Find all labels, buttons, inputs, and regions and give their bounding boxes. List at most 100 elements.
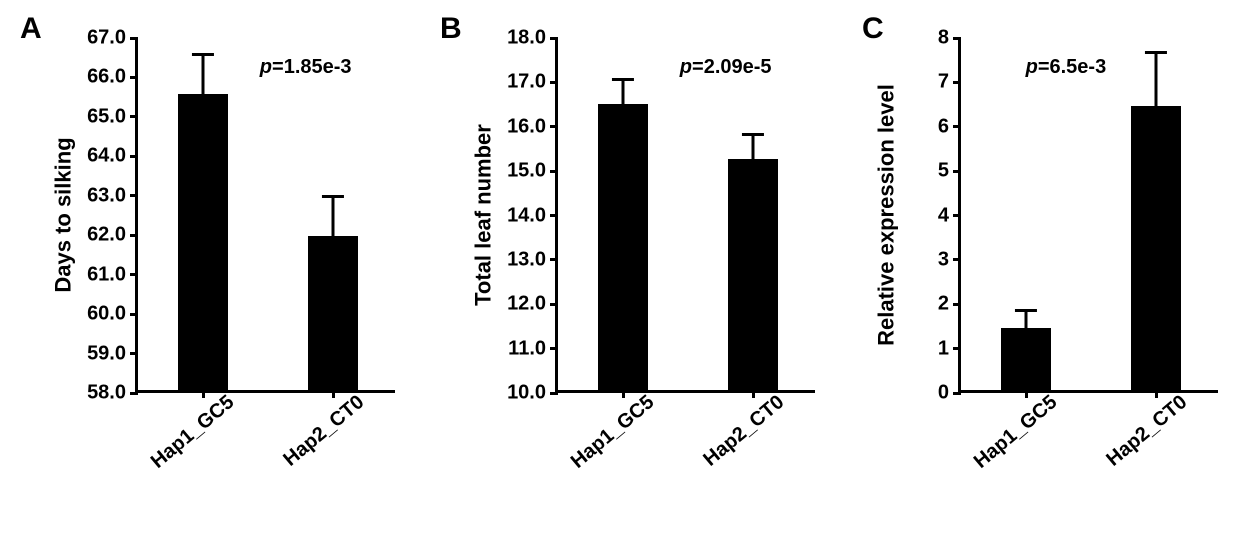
panel-label-b: B xyxy=(440,12,462,46)
ytick-label: 2 xyxy=(938,293,949,316)
bar xyxy=(178,94,227,390)
plot-area-a: 58.059.060.061.062.063.064.065.066.067.0… xyxy=(135,38,395,393)
xtick-label: Hap1_GC5 xyxy=(140,391,239,479)
errorbar-line xyxy=(621,79,624,103)
xtick xyxy=(752,390,755,398)
ytick-label: 5 xyxy=(938,160,949,183)
pvalue-annotation: p=6.5e-3 xyxy=(1026,56,1107,79)
ytick xyxy=(550,303,558,306)
ytick-label: 64.0 xyxy=(87,145,126,168)
pvalue-annotation: p=1.85e-3 xyxy=(260,56,352,79)
bar-rect xyxy=(178,94,227,390)
ytick xyxy=(550,125,558,128)
plot-area-c: 012345678Hap1_GC5Hap2_CT0 xyxy=(958,38,1218,393)
ytick xyxy=(550,37,558,40)
ylabel: Days to silking xyxy=(50,37,76,392)
ytick xyxy=(130,352,138,355)
ytick xyxy=(130,273,138,276)
ytick xyxy=(550,347,558,350)
ytick xyxy=(550,81,558,84)
ytick xyxy=(953,392,961,395)
ytick-label: 0 xyxy=(938,382,949,405)
bar-rect xyxy=(598,104,647,390)
errorbar-line xyxy=(1154,53,1157,106)
ytick-label: 10.0 xyxy=(507,382,546,405)
ytick xyxy=(130,392,138,395)
ytick xyxy=(130,155,138,158)
xtick-label: Hap1_GC5 xyxy=(560,391,659,479)
panel-label-a: A xyxy=(20,12,42,46)
ytick-label: 59.0 xyxy=(87,342,126,365)
ytick-label: 17.0 xyxy=(507,71,546,94)
bar xyxy=(1001,328,1050,390)
ytick-label: 12.0 xyxy=(507,293,546,316)
errorbar-line xyxy=(331,197,334,236)
ytick xyxy=(953,347,961,350)
ytick-label: 1 xyxy=(938,337,949,360)
ytick-label: 14.0 xyxy=(507,204,546,227)
ytick xyxy=(550,258,558,261)
ytick-label: 60.0 xyxy=(87,303,126,326)
ytick xyxy=(953,170,961,173)
xtick xyxy=(622,390,625,398)
pvalue-annotation: p=2.09e-5 xyxy=(680,56,772,79)
ytick-label: 66.0 xyxy=(87,66,126,89)
xtick xyxy=(1025,390,1028,398)
ytick-label: 63.0 xyxy=(87,184,126,207)
errorbar-line xyxy=(751,135,754,159)
ytick xyxy=(130,37,138,40)
ytick-label: 15.0 xyxy=(507,160,546,183)
ytick-label: 13.0 xyxy=(507,248,546,271)
plot-area-b: 10.011.012.013.014.015.016.017.018.0Hap1… xyxy=(555,38,815,393)
bar xyxy=(598,104,647,390)
ytick-label: 8 xyxy=(938,27,949,50)
ytick-label: 4 xyxy=(938,204,949,227)
ytick-label: 67.0 xyxy=(87,27,126,50)
ytick xyxy=(953,258,961,261)
xtick-label: Hap2_CT0 xyxy=(270,391,369,479)
bar xyxy=(308,236,357,390)
ytick xyxy=(953,37,961,40)
ytick-label: 58.0 xyxy=(87,382,126,405)
ylabel: Relative expression level xyxy=(873,37,899,392)
ytick-label: 62.0 xyxy=(87,224,126,247)
ytick-label: 3 xyxy=(938,248,949,271)
errorbar-cap xyxy=(322,195,344,198)
xtick-label: Hap2_CT0 xyxy=(1093,391,1192,479)
ytick xyxy=(130,115,138,118)
bar-rect xyxy=(728,159,777,390)
errorbar-cap xyxy=(192,53,214,56)
ytick-label: 16.0 xyxy=(507,115,546,138)
errorbar-cap xyxy=(742,133,764,136)
errorbar-line xyxy=(1024,310,1027,328)
xtick xyxy=(202,390,205,398)
errorbar-cap xyxy=(1015,309,1037,312)
ytick-label: 6 xyxy=(938,115,949,138)
ytick-label: 11.0 xyxy=(508,337,546,360)
ytick xyxy=(550,392,558,395)
bar-rect xyxy=(1001,328,1050,390)
ytick xyxy=(130,234,138,237)
ytick xyxy=(550,214,558,217)
ytick-label: 7 xyxy=(938,71,949,94)
xtick xyxy=(332,390,335,398)
xtick xyxy=(1155,390,1158,398)
ytick xyxy=(953,303,961,306)
bar xyxy=(728,159,777,390)
ytick xyxy=(953,81,961,84)
xtick-label: Hap2_CT0 xyxy=(690,391,789,479)
bar xyxy=(1131,106,1180,390)
ytick xyxy=(130,76,138,79)
errorbar-cap xyxy=(612,78,634,81)
ytick xyxy=(953,214,961,217)
ytick xyxy=(953,125,961,128)
errorbar-cap xyxy=(1145,51,1167,54)
figure: A 58.059.060.061.062.063.064.065.066.067.… xyxy=(0,0,1240,555)
ytick xyxy=(550,170,558,173)
ytick-label: 65.0 xyxy=(87,105,126,128)
bar-rect xyxy=(1131,106,1180,390)
ylabel: Total leaf number xyxy=(470,37,496,392)
ytick xyxy=(130,194,138,197)
ytick-label: 18.0 xyxy=(507,27,546,50)
errorbar-line xyxy=(201,55,204,94)
